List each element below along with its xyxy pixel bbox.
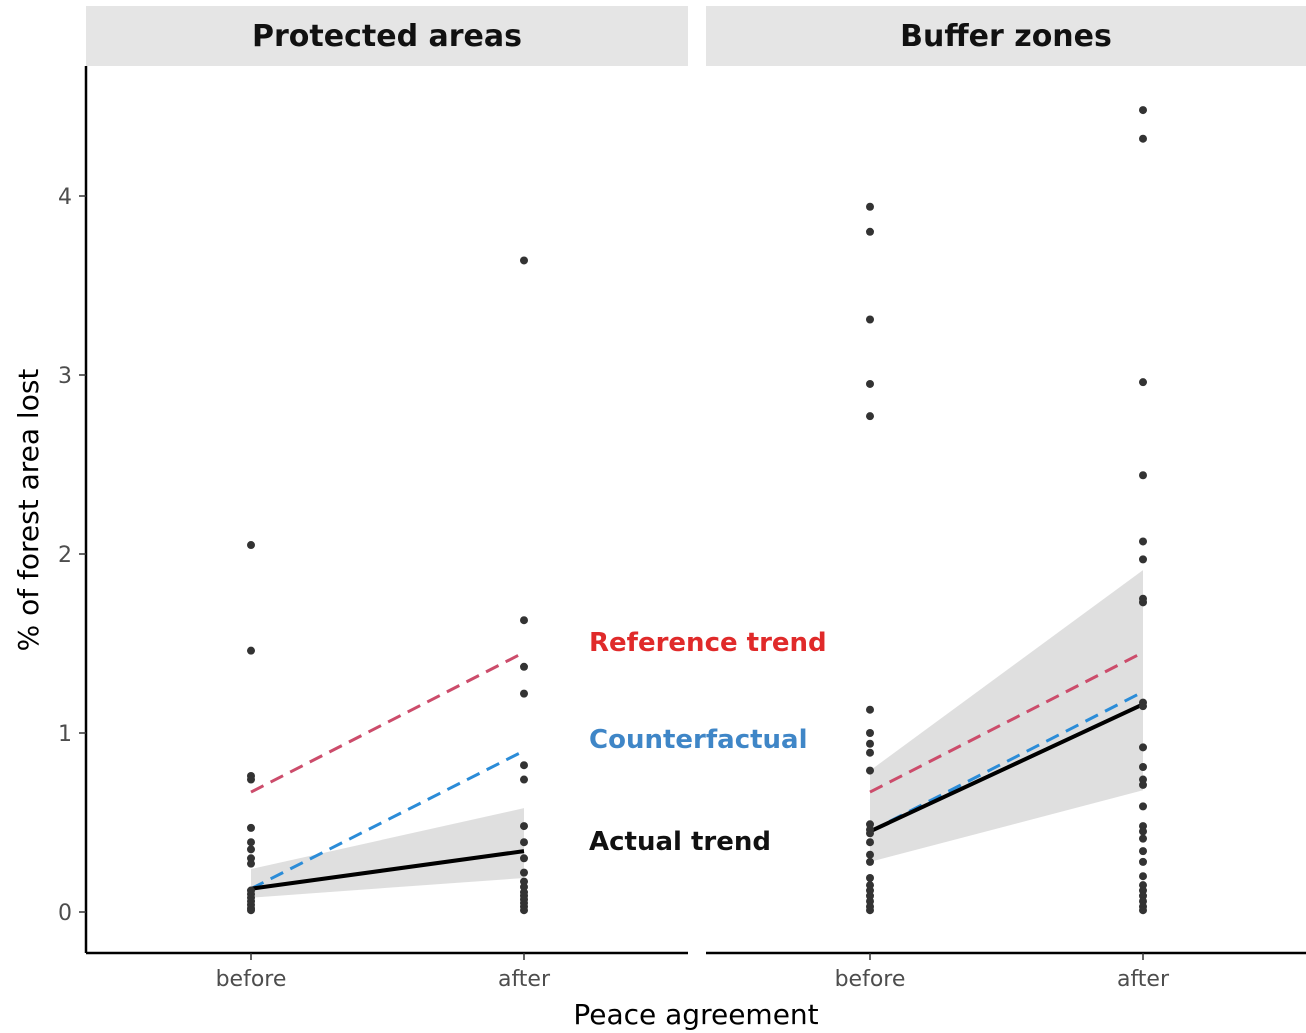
point-protected-areas-before — [247, 838, 255, 847]
point-protected-areas-after — [520, 761, 528, 770]
point-buffer-zones-before — [866, 906, 874, 915]
point-buffer-zones-before — [866, 227, 874, 236]
counterfactual-line-protected-areas — [250, 749, 525, 891]
data-points — [247, 106, 1147, 915]
point-protected-areas-after — [520, 854, 528, 863]
point-buffer-zones-after — [1139, 702, 1147, 711]
point-protected-areas-before — [247, 906, 255, 915]
point-buffer-zones-after — [1139, 872, 1147, 881]
point-buffer-zones-before — [866, 379, 874, 388]
point-protected-areas-before — [247, 845, 255, 854]
point-buffer-zones-before — [866, 850, 874, 859]
y-axis-title: % of forest area lost — [12, 369, 45, 652]
point-protected-areas-after — [520, 662, 528, 671]
x-tick-label-buffer-zones-before: before — [835, 967, 906, 992]
point-buffer-zones-after — [1139, 857, 1147, 866]
x-axis-title: Peace agreement — [573, 998, 818, 1031]
point-buffer-zones-after — [1139, 802, 1147, 811]
point-buffer-zones-after — [1139, 471, 1147, 480]
strip-protected-areas — [86, 6, 688, 66]
point-protected-areas-after — [520, 689, 528, 698]
point-buffer-zones-after — [1139, 134, 1147, 143]
actual-trend-line-protected-areas — [250, 849, 525, 891]
point-protected-areas-after — [520, 616, 528, 625]
y-tick-label-0: 0 — [58, 901, 72, 926]
point-protected-areas-before — [247, 775, 255, 784]
point-buffer-zones-before — [866, 829, 874, 838]
point-buffer-zones-after — [1139, 763, 1147, 772]
point-buffer-zones-before — [866, 838, 874, 847]
actual-trend-line-buffer-zones — [869, 702, 1144, 834]
point-protected-areas-after — [520, 822, 528, 831]
axis-ticks: before after before after 0 1 2 3 4 — [58, 185, 1170, 992]
point-buffer-zones-after — [1139, 847, 1147, 856]
y-tick-label-2: 2 — [58, 543, 72, 568]
reference-trend-line-buffer-zones — [869, 651, 1144, 794]
panel-title-protected-areas: Protected areas — [252, 19, 522, 54]
point-protected-areas-after — [520, 868, 528, 877]
point-protected-areas-after — [520, 256, 528, 265]
point-buffer-zones-before — [866, 739, 874, 748]
x-tick-label-protected-areas-after: after — [498, 967, 551, 992]
point-buffer-zones-after — [1139, 827, 1147, 836]
ci-ribbon-buffer-zones — [870, 570, 1143, 862]
point-buffer-zones-before — [866, 857, 874, 866]
x-tick-label-protected-areas-before: before — [216, 967, 287, 992]
point-buffer-zones-after — [1139, 906, 1147, 915]
point-buffer-zones-after — [1139, 378, 1147, 387]
point-protected-areas-after — [520, 906, 528, 915]
point-buffer-zones-before — [866, 748, 874, 757]
panel-title-buffer-zones: Buffer zones — [900, 19, 1112, 54]
point-buffer-zones-before — [866, 202, 874, 211]
y-tick-label-3: 3 — [58, 364, 72, 389]
point-protected-areas-before — [247, 859, 255, 868]
point-buffer-zones-before — [866, 729, 874, 737]
annotation-reference-trend: Reference trend — [589, 628, 827, 658]
point-buffer-zones-before — [866, 315, 874, 324]
y-tick-label-1: 1 — [58, 722, 72, 747]
strip-buffer-zones — [706, 6, 1306, 66]
ci-ribbon-protected-areas — [251, 808, 524, 898]
point-buffer-zones-after — [1139, 598, 1147, 607]
confidence-ribbons — [251, 570, 1143, 898]
annotation-counterfactual: Counterfactual — [589, 725, 808, 755]
point-buffer-zones-after — [1139, 834, 1147, 843]
trend-lines — [250, 651, 1144, 891]
point-buffer-zones-after — [1139, 780, 1147, 789]
point-protected-areas-after — [520, 775, 528, 784]
x-tick-label-buffer-zones-after: after — [1117, 967, 1170, 992]
y-tick-label-4: 4 — [58, 185, 72, 210]
point-buffer-zones-before — [866, 873, 874, 882]
point-buffer-zones-after — [1139, 106, 1147, 115]
point-buffer-zones-before — [866, 766, 874, 775]
point-buffer-zones-after — [1139, 555, 1147, 564]
reference-trend-line-protected-areas — [250, 651, 525, 794]
annotation-actual-trend: Actual trend — [589, 827, 771, 857]
point-protected-areas-after — [520, 838, 528, 847]
point-buffer-zones-after — [1139, 743, 1147, 752]
point-protected-areas-before — [247, 823, 255, 832]
point-protected-areas-before — [247, 646, 255, 655]
point-buffer-zones-after — [1139, 537, 1147, 546]
point-protected-areas-before — [247, 541, 255, 550]
point-buffer-zones-before — [866, 412, 874, 421]
point-buffer-zones-before — [866, 705, 874, 714]
